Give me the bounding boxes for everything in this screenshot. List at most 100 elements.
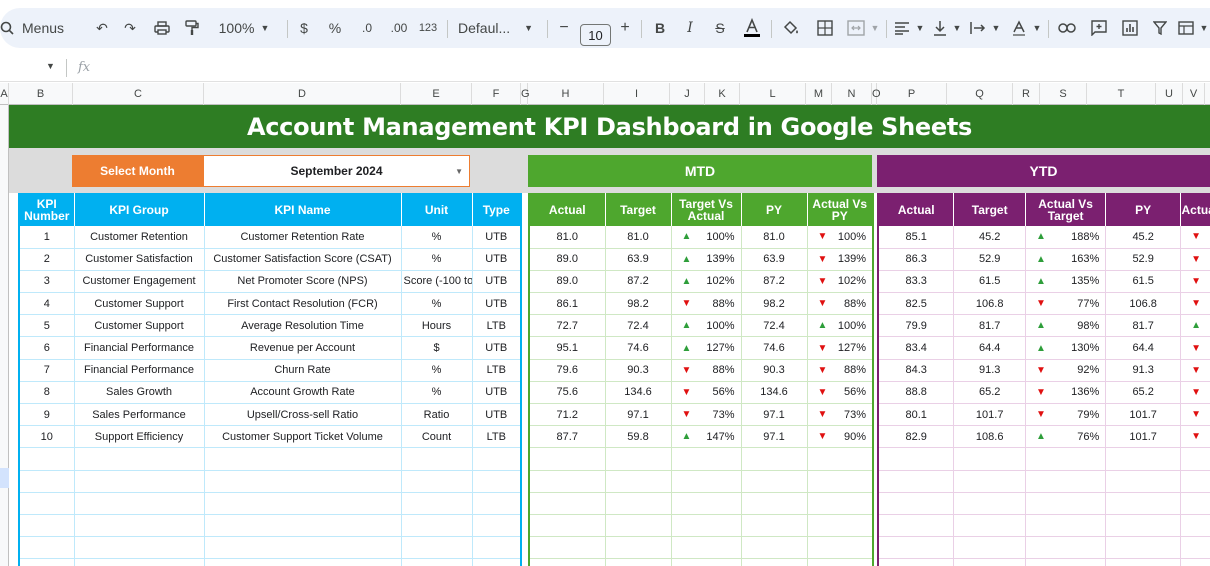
empty-cell[interactable] (1025, 447, 1107, 471)
empty-cell[interactable] (529, 447, 606, 471)
ytd-actual-cell[interactable]: 80.1 (878, 403, 955, 427)
kpi-group-cell[interactable]: Financial Performance (74, 359, 205, 382)
empty-cell[interactable] (529, 470, 606, 493)
kpi-name-cell[interactable]: Customer Retention Rate (204, 226, 402, 249)
ytd-py-cell[interactable]: 61.5 (1105, 270, 1182, 294)
ytd-py-cell[interactable]: 45.2 (1105, 226, 1182, 249)
empty-cell[interactable] (605, 536, 672, 560)
kpi-number-cell[interactable]: 3 (19, 270, 75, 294)
empty-cell[interactable] (953, 447, 1026, 471)
ytd-actual-vs-target-cell[interactable]: ▲ 188% (1025, 226, 1107, 249)
mtd-actual-vs-py-cell[interactable]: ▼ 88% (807, 292, 874, 316)
empty-cell[interactable] (19, 447, 75, 471)
ytd-actual-vs-py-cell[interactable]: ▼135% (1180, 270, 1210, 294)
column-header[interactable]: E (401, 83, 472, 105)
mtd-target-vs-actual-cell[interactable]: ▲ 139% (671, 248, 742, 271)
mtd-py-cell[interactable]: 134.6 (741, 381, 808, 405)
mtd-target-vs-actual-cell[interactable]: ▼ 56% (671, 381, 742, 405)
empty-cell[interactable] (401, 558, 473, 566)
ytd-actual-vs-py-cell[interactable]: ▼79% (1180, 403, 1210, 427)
empty-cell[interactable] (878, 558, 955, 566)
decrease-decimal-button[interactable]: .0 (355, 16, 379, 40)
empty-cell[interactable] (1025, 536, 1107, 560)
empty-cell[interactable] (19, 492, 75, 515)
strikethrough-icon[interactable]: S (715, 20, 725, 36)
empty-cell[interactable] (671, 536, 742, 560)
empty-cell[interactable] (807, 447, 874, 471)
mtd-actual-cell[interactable]: 75.6 (529, 381, 606, 405)
mtd-py-cell[interactable]: 90.3 (741, 359, 808, 382)
kpi-group-cell[interactable]: Sales Growth (74, 381, 205, 405)
mtd-actual-vs-py-cell[interactable]: ▼ 90% (807, 425, 874, 449)
empty-cell[interactable] (74, 447, 205, 471)
column-header[interactable]: K (705, 83, 740, 105)
ytd-actual-vs-py-cell[interactable]: ▲98% (1180, 314, 1210, 338)
ytd-actual-vs-target-cell[interactable]: ▲ 135% (1025, 270, 1107, 294)
empty-cell[interactable] (878, 470, 955, 493)
ytd-actual-cell[interactable]: 82.5 (878, 292, 955, 316)
empty-cell[interactable] (878, 536, 955, 560)
empty-cell[interactable] (741, 536, 808, 560)
empty-cell[interactable] (953, 514, 1026, 538)
kpi-group-cell[interactable]: Customer Engagement (74, 270, 205, 294)
mtd-actual-cell[interactable]: 95.1 (529, 336, 606, 360)
ytd-actual-cell[interactable]: 83.4 (878, 336, 955, 360)
kpi-name-cell[interactable]: Churn Rate (204, 359, 402, 382)
empty-cell[interactable] (472, 470, 522, 493)
empty-cell[interactable] (1180, 536, 1210, 560)
empty-cell[interactable] (19, 514, 75, 538)
mtd-target-cell[interactable]: 59.8 (605, 425, 672, 449)
empty-cell[interactable] (74, 514, 205, 538)
ytd-py-cell[interactable]: 65.2 (1105, 381, 1182, 405)
percent-format-button[interactable]: % (328, 20, 342, 36)
ytd-py-cell[interactable]: 81.7 (1105, 314, 1182, 338)
column-header[interactable]: J (670, 83, 705, 105)
mtd-py-cell[interactable]: 97.1 (741, 425, 808, 449)
unit-cell[interactable]: Ratio (401, 403, 473, 427)
dropdown-caret-icon[interactable]: ▼ (455, 167, 463, 176)
number-format-button[interactable]: 123 (416, 16, 440, 40)
ytd-actual-vs-py-cell[interactable]: ▼136% (1180, 381, 1210, 405)
empty-cell[interactable] (1105, 558, 1182, 566)
italic-icon[interactable]: I (687, 20, 693, 36)
kpi-number-cell[interactable]: 1 (19, 226, 75, 249)
empty-cell[interactable] (472, 514, 522, 538)
type-cell[interactable]: UTB (472, 270, 522, 294)
empty-cell[interactable] (953, 492, 1026, 515)
empty-cell[interactable] (605, 558, 672, 566)
ytd-actual-vs-py-cell[interactable]: ▼188% (1180, 226, 1210, 249)
mtd-target-vs-actual-cell[interactable]: ▼ 73% (671, 403, 742, 427)
ytd-actual-vs-py-cell[interactable]: ▼130% (1180, 336, 1210, 360)
column-header[interactable]: F (472, 83, 521, 105)
mtd-target-vs-actual-cell[interactable]: ▲ 127% (671, 336, 742, 360)
mtd-actual-cell[interactable]: 81.0 (529, 226, 606, 249)
kpi-name-cell[interactable]: Upsell/Cross-sell Ratio (204, 403, 402, 427)
empty-cell[interactable] (19, 536, 75, 560)
ytd-actual-cell[interactable]: 84.3 (878, 359, 955, 382)
mtd-actual-vs-py-cell[interactable]: ▼ 102% (807, 270, 874, 294)
kpi-number-cell[interactable]: 5 (19, 314, 75, 338)
column-header[interactable]: M (806, 83, 832, 105)
ytd-actual-vs-target-cell[interactable]: ▲ 130% (1025, 336, 1107, 360)
mtd-target-vs-actual-cell[interactable]: ▲ 100% (671, 226, 742, 249)
unit-cell[interactable]: % (401, 381, 473, 405)
font-size-input[interactable]: 10 (580, 24, 611, 46)
mtd-py-cell[interactable]: 81.0 (741, 226, 808, 249)
kpi-group-cell[interactable]: Support Efficiency (74, 425, 205, 449)
empty-cell[interactable] (472, 558, 522, 566)
mtd-target-cell[interactable]: 72.4 (605, 314, 672, 338)
ytd-target-cell[interactable]: 91.3 (953, 359, 1026, 382)
type-cell[interactable]: UTB (472, 336, 522, 360)
redo-icon[interactable]: ↷ (124, 19, 136, 36)
kpi-group-cell[interactable]: Customer Retention (74, 226, 205, 249)
mtd-py-cell[interactable]: 87.2 (741, 270, 808, 294)
type-cell[interactable]: UTB (472, 403, 522, 427)
empty-cell[interactable] (605, 470, 672, 493)
mtd-actual-vs-py-cell[interactable]: ▲ 100% (807, 314, 874, 338)
empty-cell[interactable] (401, 536, 473, 560)
column-header[interactable]: R (1013, 83, 1040, 105)
mtd-target-vs-actual-cell[interactable]: ▼ 88% (671, 359, 742, 382)
month-dropdown[interactable]: September 2024 ▼ (203, 155, 470, 187)
empty-cell[interactable] (401, 470, 473, 493)
unit-cell[interactable]: Count (401, 425, 473, 449)
